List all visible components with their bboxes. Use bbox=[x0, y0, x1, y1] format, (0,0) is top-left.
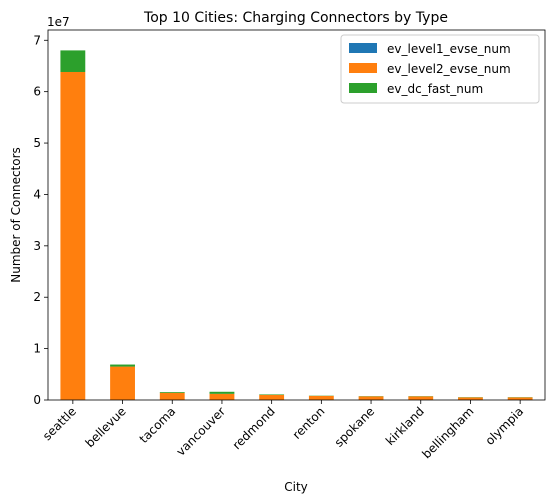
x-tick-label-vancouver: vancouver bbox=[174, 404, 229, 459]
y-tick-label-0: 0 bbox=[33, 393, 41, 407]
x-tick-label-kirkland: kirkland bbox=[383, 404, 427, 448]
legend-label-ev_level1_evse_num: ev_level1_evse_num bbox=[387, 42, 511, 56]
legend-swatch-ev_level2_evse_num bbox=[349, 63, 377, 73]
x-axis-title: City bbox=[284, 480, 308, 494]
x-tick-label-spokane: spokane bbox=[332, 404, 377, 449]
bar-tacoma-ev_level2_evse_num bbox=[160, 393, 185, 400]
x-tick-label-renton: renton bbox=[290, 404, 328, 442]
bar-spokane-ev_level2_evse_num bbox=[359, 396, 384, 400]
bar-vancouver-ev_dc_fast_num bbox=[210, 392, 235, 394]
y-tick-label-1: 1 bbox=[33, 342, 41, 356]
legend: ev_level1_evse_num ev_level2_evse_num ev_d… bbox=[341, 35, 539, 103]
y-tick-label-4: 4 bbox=[33, 187, 41, 201]
x-tick-label-redmond: redmond bbox=[230, 404, 278, 452]
x-tick-label-olympia: olympia bbox=[483, 404, 527, 448]
bar-seattle-ev_dc_fast_num bbox=[60, 50, 85, 72]
legend-label-ev_level2_evse_num: ev_level2_evse_num bbox=[387, 62, 511, 76]
y-axis-title: Number of Connectors bbox=[9, 147, 23, 283]
x-tick-label-bellingham: bellingham bbox=[419, 404, 476, 461]
bar-tacoma-ev_dc_fast_num bbox=[160, 392, 185, 393]
bar-kirkland-ev_level2_evse_num bbox=[408, 396, 433, 400]
legend-swatch-ev_dc_fast_num bbox=[349, 83, 377, 93]
y-tick-label-6: 6 bbox=[33, 85, 41, 99]
y-tick-label-7: 7 bbox=[33, 33, 41, 47]
chart-title: Top 10 Cities: Charging Connectors by Ty… bbox=[143, 10, 448, 26]
y-tick-label-5: 5 bbox=[33, 136, 41, 150]
bar-bellevue-ev_level2_evse_num bbox=[110, 367, 135, 400]
y-tick-label-2: 2 bbox=[33, 290, 41, 304]
x-tick-label-bellevue: bellevue bbox=[83, 404, 129, 450]
bar-vancouver-ev_level2_evse_num bbox=[210, 394, 235, 400]
y-tick-label-3: 3 bbox=[33, 239, 41, 253]
y-axis-multiplier: 1e7 bbox=[47, 15, 70, 29]
y-axis-ticks: 0 1 2 3 4 5 6 7 bbox=[33, 33, 48, 407]
bar-redmond-ev_dc_fast_num bbox=[259, 394, 284, 395]
legend-label-ev_dc_fast_num: ev_dc_fast_num bbox=[387, 82, 483, 96]
bar-bellevue-ev_dc_fast_num bbox=[110, 365, 135, 367]
x-tick-label-seattle: seattle bbox=[40, 404, 79, 443]
x-tick-label-tacoma: tacoma bbox=[137, 404, 179, 446]
bar-renton-ev_level2_evse_num bbox=[309, 396, 334, 400]
legend-swatch-ev_level1_evse_num bbox=[349, 43, 377, 53]
bar-redmond-ev_level2_evse_num bbox=[259, 395, 284, 400]
bar-seattle-ev_level2_evse_num bbox=[60, 72, 85, 400]
